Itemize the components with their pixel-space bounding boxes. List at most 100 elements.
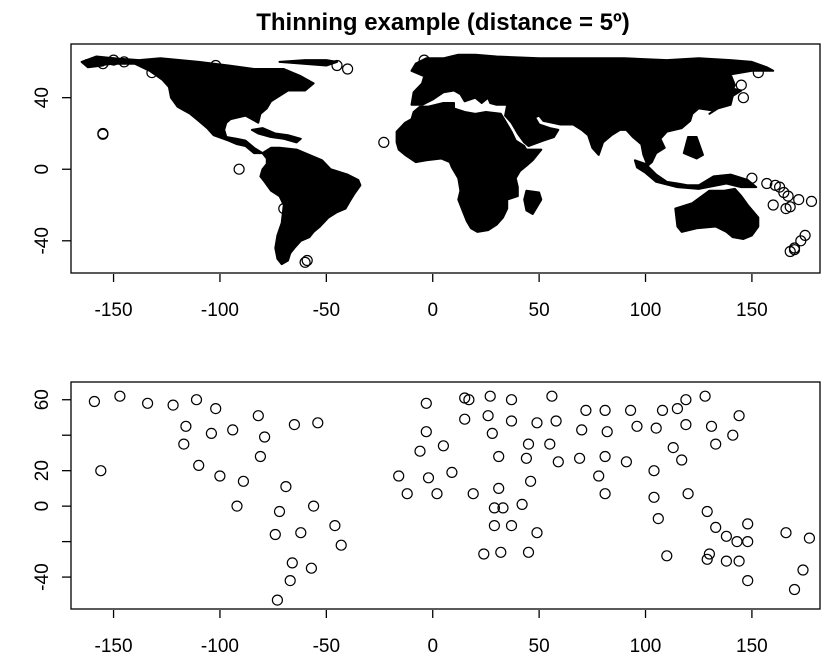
bottom-point-86 [680,419,692,431]
top-point-6 [735,79,747,91]
bottom-point-84 [676,454,688,466]
top-point-22 [780,203,792,215]
bottom-point-64 [552,456,564,468]
bottom-point-69 [599,450,611,463]
bottom-point-72 [599,404,611,416]
top-point-33 [210,59,222,72]
region-south-america [259,146,362,266]
bottom-xtick-label-4: 50 [529,636,550,657]
bottom-point-22 [295,527,307,539]
bottom-point-73 [620,456,633,468]
top-point-23 [746,172,758,184]
top-point-13 [795,235,807,247]
region-indonesia [633,159,758,190]
bottom-ytick-label-0: -40 [32,563,53,590]
bottom-point-7 [205,427,217,439]
top-point-21 [767,199,779,211]
bottom-scatter-panel: -150 -100 -50 0 50 100 150 -40 0 20 60 [32,381,821,657]
bottom-point-23 [308,500,320,512]
bottom-xtick-label-5: 100 [630,636,662,657]
bottom-point-42 [486,427,498,439]
top-point-10 [782,190,794,202]
top-ytick-label-1: 0 [32,164,53,175]
top-point-3 [378,136,390,148]
bottom-point-44 [467,488,479,500]
bottom-point-33 [414,445,426,457]
bottom-point-95 [720,555,733,567]
bottom-point-88 [699,390,711,402]
top-xtick-label-4: 50 [529,300,550,321]
bottom-point-18 [280,481,292,493]
bottom-point-68 [593,470,605,482]
bottom-point-10 [178,438,190,450]
bottom-point-30 [95,465,107,477]
top-point-16 [788,244,801,256]
bottom-point-9 [252,410,264,422]
top-xtick-label-2: -50 [313,300,340,321]
bottom-point-82 [667,442,679,454]
bottom-point-108 [393,470,405,482]
bottom-point-47 [505,415,518,427]
top-density-regions [80,53,775,266]
bottom-point-11 [193,459,205,471]
region-north-america [84,57,315,155]
bottom-point-62 [550,415,562,427]
bottom-point-32 [420,426,432,438]
bottom-point-103 [780,527,792,539]
bottom-point-70 [601,426,613,438]
top-point-24 [299,256,311,268]
top-point-32 [282,217,294,229]
bottom-xtick-label-0: -150 [95,636,133,657]
bottom-point-66 [576,424,588,436]
bottom-point-75 [631,420,643,432]
bottom-axes: -150 -100 -50 0 50 100 150 -40 0 20 60 [32,389,768,657]
bottom-point-31 [420,397,432,409]
bottom-point-78 [648,491,660,503]
bottom-point-54 [478,548,490,560]
region-africa [395,102,543,233]
bottom-point-59 [522,438,535,450]
bottom-point-14 [231,500,243,512]
bottom-point-34 [422,472,435,484]
top-xtick-label-1: -100 [201,300,239,321]
region-caribbean [250,127,302,144]
bottom-point-110 [431,488,443,500]
bottom-data-points [88,390,816,606]
bottom-point-60 [520,452,533,464]
bottom-point-51 [505,519,518,532]
bottom-point-12 [214,470,226,482]
top-point-34 [97,58,109,70]
bottom-point-107 [710,521,722,534]
bottom-point-24 [329,519,341,532]
bottom-point-55 [495,546,507,558]
top-scatter-panel: -150 -100 -50 0 50 100 150 -40 0 40 [32,43,821,321]
region-greenland [278,59,338,67]
bottom-point-16 [254,450,266,463]
bottom-point-105 [797,564,809,576]
top-point-31 [278,203,290,215]
bottom-point-80 [656,404,669,416]
bottom-point-39 [463,394,475,406]
bottom-point-38 [459,413,471,425]
bottom-xtick-label-2: -50 [313,636,340,657]
bottom-point-28 [284,574,296,587]
bottom-point-58 [531,417,543,429]
top-point-27 [331,59,343,72]
bottom-point-45 [493,482,505,494]
bottom-point-29 [271,594,283,606]
bottom-point-106 [803,532,816,544]
bottom-point-36 [446,466,458,478]
bottom-point-98 [731,535,743,548]
top-point-1 [97,128,109,140]
bottom-point-49 [488,502,500,514]
bottom-point-109 [401,488,413,500]
region-madagascar [523,189,543,215]
top-xtick-label-0: -150 [95,300,133,321]
top-ytick-label-2: 40 [32,87,53,108]
bottom-point-85 [680,394,692,406]
bottom-point-43 [493,450,505,463]
bottom-point-102 [742,574,754,587]
bottom-point-71 [599,488,611,500]
bottom-point-99 [733,555,745,567]
